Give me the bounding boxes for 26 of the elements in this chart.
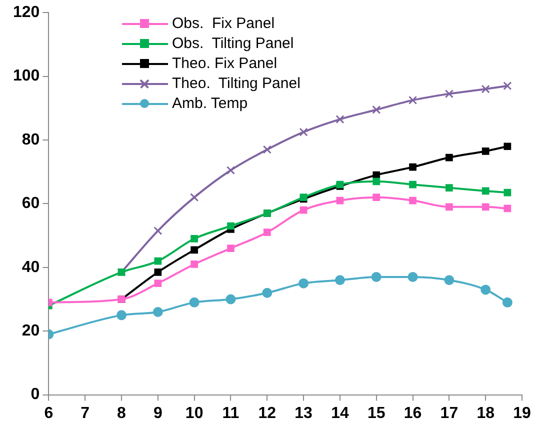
x-tick-label: 17 bbox=[440, 404, 458, 422]
x-tick-label: 8 bbox=[117, 404, 126, 422]
y-tick-label: 40 bbox=[22, 258, 40, 276]
y-tick-label: 0 bbox=[30, 386, 40, 404]
y-tick-label: 120 bbox=[12, 4, 40, 22]
x-tick-label: 7 bbox=[80, 404, 90, 422]
x-tick-label: 9 bbox=[153, 404, 162, 422]
x-tick-label: 13 bbox=[294, 404, 313, 422]
legend-label: Amb. Temp bbox=[172, 94, 248, 114]
x-tick-label: 18 bbox=[476, 404, 495, 422]
x-tick-label: 11 bbox=[222, 404, 240, 422]
x-tick-label: 10 bbox=[185, 404, 204, 422]
y-tick-label: 100 bbox=[12, 68, 40, 85]
x-tick-label: 19 bbox=[513, 404, 531, 422]
y-tick-label: 60 bbox=[22, 195, 40, 212]
legend-label: Theo. Tilting Panel bbox=[172, 74, 300, 94]
x-tick-label: 15 bbox=[367, 404, 386, 422]
x-tick-label: 16 bbox=[404, 404, 422, 422]
x-tick-label: 12 bbox=[258, 404, 276, 422]
legend-label: Obs. Tilting Panel bbox=[172, 34, 294, 54]
y-tick-label: 20 bbox=[22, 322, 40, 340]
legend-label: Obs. Fix Panel bbox=[172, 14, 275, 34]
x-tick-label: 14 bbox=[331, 404, 349, 422]
legend-label: Theo. Fix Panel bbox=[172, 54, 278, 74]
y-tick-label: 80 bbox=[22, 131, 40, 148]
x-tick-label: 6 bbox=[44, 404, 54, 422]
